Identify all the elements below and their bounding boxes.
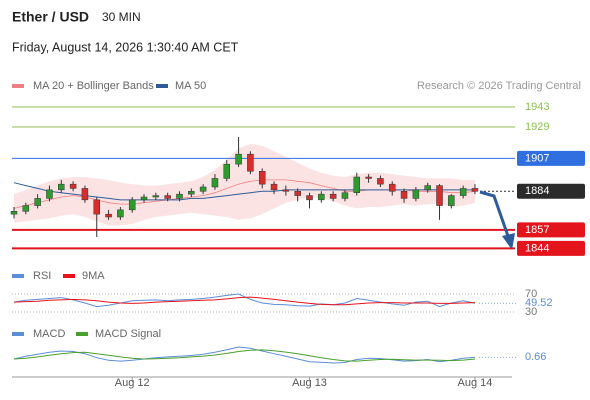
level-label-box [517,183,585,199]
candle-body [81,188,89,201]
candle-body [58,183,65,191]
candle-body [377,178,384,185]
candle-body [199,186,207,192]
last-value-label: 49.52 [525,297,553,309]
source: Research © 2026 Trading Central [417,80,581,92]
candle-body [235,153,242,165]
candle-body [152,195,160,198]
y-tick-label: 30 [525,306,537,318]
candle-body [117,209,124,218]
candle-body [459,188,467,196]
forecast-arrow [479,190,510,237]
candle-body [400,191,408,199]
candle-body [471,188,479,192]
candle-body [270,183,278,191]
candle-body [294,191,301,196]
candle-body [22,205,30,212]
legend-swatch [76,332,88,336]
forecast-arrowhead [502,233,515,250]
candle-body [188,191,195,195]
candle-body [46,189,53,199]
candle-body [258,171,266,185]
plot: MA 20 + Bollinger Bands MA 50 1943 1929 1907… [10,80,585,389]
candle-body [436,185,443,206]
candle-body [211,178,219,188]
legend-swatch [156,84,168,88]
x-tick-label: Aug 12 [115,377,150,389]
candle-body [223,163,231,179]
date: Friday, August 14, 2026 1:30:40 AM CET [12,40,239,54]
candle-body [140,196,148,201]
candle-body [128,199,136,211]
candle-body [306,195,313,201]
indicator-line [13,346,476,364]
candle-body [176,193,183,199]
candle-body [318,193,325,201]
x-tick-label: Aug 13 [292,377,327,389]
candle-body [365,176,372,179]
level-label-box [517,150,585,166]
indicator-line [13,293,476,308]
level-label: 1929 [525,121,549,133]
level-label-box [517,222,585,238]
candle-body [388,183,396,192]
level-label-box [517,240,585,256]
legend-swatch [12,332,24,336]
candle-body [93,199,100,215]
legend-label: MACD [33,328,65,340]
level-label: 1857 [525,224,549,236]
last-value-label: 0.66 [525,351,546,363]
legend-swatch [12,274,24,278]
level-label: 1943 [525,101,549,113]
legend-swatch [12,84,24,88]
interval: 30 MIN [102,10,141,24]
y-tick-label: 70 [525,288,537,300]
x-tick-label: Aug 14 [458,377,493,389]
candle-body [10,211,18,215]
candle-body [424,185,431,191]
level-label: 1844 [525,242,549,254]
candle-body [105,213,112,218]
legend-swatch [63,274,75,278]
candle-body [164,195,171,199]
candle-body [69,183,77,189]
legend-label: MA 20 + Bollinger Bands [33,80,154,92]
legend-label: MACD Signal [95,328,161,340]
candle-body [282,189,290,192]
candle-body [34,198,41,206]
candle-body [412,189,420,199]
indicator-line [13,349,476,362]
candle-body [353,176,361,193]
level-label: 1884 [525,185,549,197]
chart-title: Ether / USD [12,9,89,25]
level-label: 1907 [525,152,549,164]
legend-label: 9MA [82,270,105,282]
ma-line [13,182,475,201]
candle-body [329,193,337,199]
candle-body [247,153,254,172]
legend-label: RSI [33,270,51,282]
candle-body [448,195,455,206]
candle-body [341,192,349,199]
legend-label: MA 50 [175,80,206,92]
indicator-line [13,296,476,306]
